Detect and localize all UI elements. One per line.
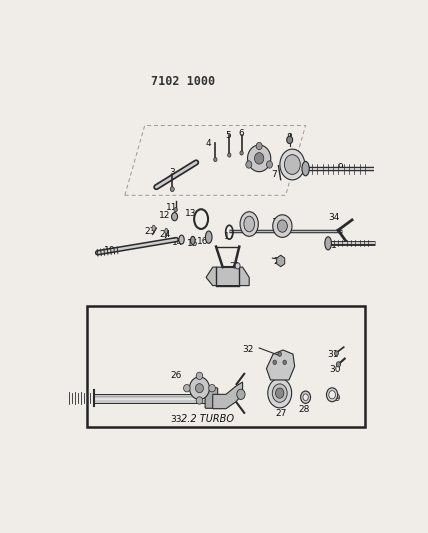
Ellipse shape <box>196 372 203 379</box>
Ellipse shape <box>196 384 203 393</box>
Ellipse shape <box>273 360 276 365</box>
Ellipse shape <box>268 378 291 408</box>
Text: 17: 17 <box>223 232 235 241</box>
FancyBboxPatch shape <box>205 388 218 408</box>
Bar <box>86 306 365 427</box>
Text: 5: 5 <box>226 131 231 140</box>
Ellipse shape <box>283 360 286 365</box>
Text: 7102 1000: 7102 1000 <box>152 75 215 87</box>
Ellipse shape <box>278 352 282 357</box>
Ellipse shape <box>170 187 174 191</box>
Text: 33: 33 <box>170 415 182 424</box>
Ellipse shape <box>237 389 245 399</box>
Ellipse shape <box>284 155 300 174</box>
Text: 28: 28 <box>298 406 309 415</box>
Ellipse shape <box>277 220 287 232</box>
Ellipse shape <box>267 161 273 168</box>
Ellipse shape <box>255 152 264 164</box>
Text: 23: 23 <box>144 227 156 236</box>
Ellipse shape <box>179 235 184 244</box>
Ellipse shape <box>327 388 338 402</box>
Text: 21: 21 <box>229 262 241 271</box>
Ellipse shape <box>302 161 309 176</box>
Text: 22: 22 <box>273 257 285 266</box>
Text: 8: 8 <box>286 133 292 142</box>
Text: 2.2 TURBO: 2.2 TURBO <box>181 414 234 424</box>
Polygon shape <box>93 393 216 402</box>
Text: 12: 12 <box>159 211 170 220</box>
Text: 18: 18 <box>243 216 254 225</box>
Ellipse shape <box>272 384 287 402</box>
Text: 29: 29 <box>330 394 341 403</box>
Text: 6: 6 <box>239 129 244 138</box>
Ellipse shape <box>336 362 341 367</box>
Ellipse shape <box>209 384 215 392</box>
Text: 26: 26 <box>170 370 181 379</box>
Polygon shape <box>206 267 249 286</box>
Ellipse shape <box>244 216 255 232</box>
Ellipse shape <box>325 237 331 250</box>
Ellipse shape <box>276 388 284 398</box>
Ellipse shape <box>273 215 292 237</box>
Ellipse shape <box>246 161 252 168</box>
Text: 9: 9 <box>338 163 343 172</box>
Text: 3: 3 <box>169 168 175 177</box>
Ellipse shape <box>287 136 293 143</box>
Text: 4: 4 <box>206 140 211 149</box>
Text: 19: 19 <box>272 219 283 227</box>
Text: 1: 1 <box>331 241 337 250</box>
Ellipse shape <box>247 145 271 172</box>
Text: 15: 15 <box>187 239 199 248</box>
Ellipse shape <box>300 391 311 403</box>
Text: 11: 11 <box>166 203 177 212</box>
Ellipse shape <box>228 153 231 157</box>
Ellipse shape <box>329 391 336 399</box>
Ellipse shape <box>190 236 195 245</box>
Text: 20: 20 <box>228 273 239 282</box>
Ellipse shape <box>184 384 190 392</box>
Ellipse shape <box>174 207 177 212</box>
Text: 25: 25 <box>213 402 224 411</box>
Ellipse shape <box>172 213 178 221</box>
Ellipse shape <box>240 212 259 236</box>
Ellipse shape <box>165 228 168 233</box>
Text: 34: 34 <box>328 213 339 222</box>
Ellipse shape <box>214 158 217 161</box>
Text: 31: 31 <box>327 350 339 359</box>
Ellipse shape <box>280 149 305 180</box>
Ellipse shape <box>152 225 155 231</box>
Polygon shape <box>267 350 294 380</box>
Text: 30: 30 <box>330 365 341 374</box>
Text: 27: 27 <box>275 409 286 418</box>
Text: 10: 10 <box>104 246 115 255</box>
Text: 32: 32 <box>242 345 253 354</box>
Ellipse shape <box>334 351 339 356</box>
Polygon shape <box>213 382 243 409</box>
Ellipse shape <box>240 151 243 155</box>
Text: 24: 24 <box>159 230 170 239</box>
Ellipse shape <box>190 377 209 399</box>
Ellipse shape <box>303 394 308 400</box>
Ellipse shape <box>196 397 203 404</box>
Ellipse shape <box>256 142 262 150</box>
Text: 14: 14 <box>172 238 184 247</box>
Ellipse shape <box>235 263 240 269</box>
Text: 7: 7 <box>271 170 277 179</box>
Text: 13: 13 <box>185 209 196 218</box>
Ellipse shape <box>205 231 212 243</box>
Text: 16: 16 <box>197 237 208 246</box>
